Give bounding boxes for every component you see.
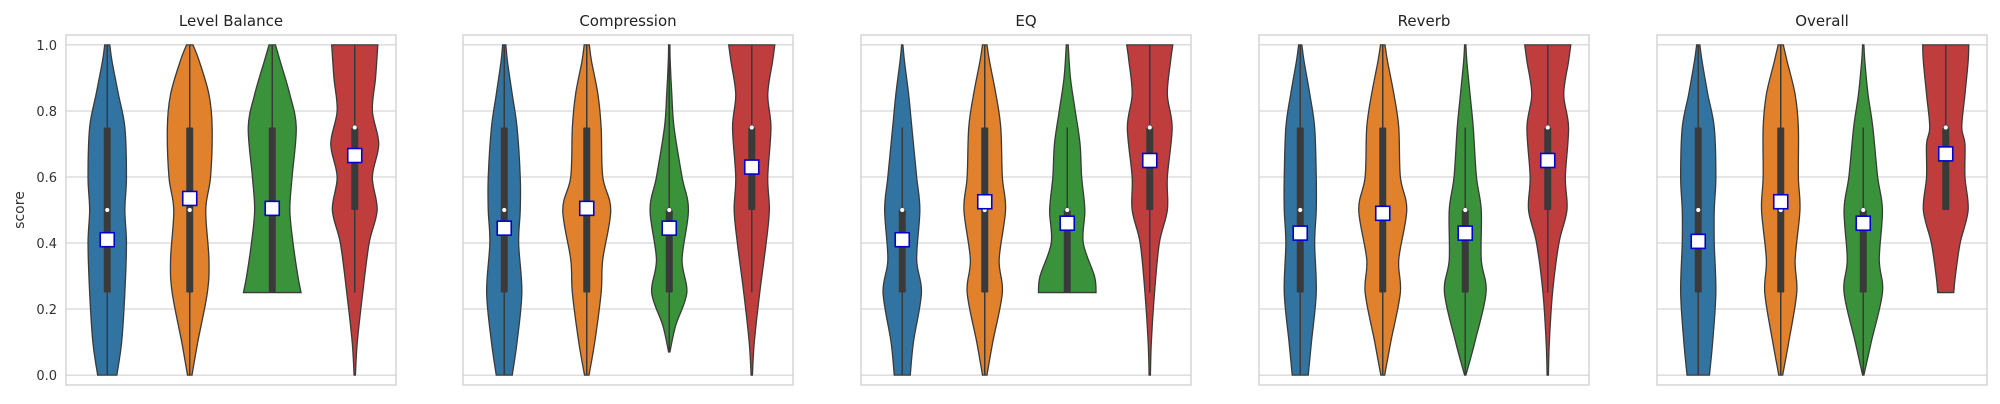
y-axis-label: score [12,191,28,229]
axes-frame [1656,34,1988,386]
mean-marker [661,220,678,236]
mean-marker [976,193,993,210]
panel-title: Overall [1795,12,1849,30]
violin-median [1695,207,1701,213]
mean-marker [894,231,911,248]
mean-marker [1457,225,1474,241]
violin-median [899,207,905,213]
mean-marker [1141,152,1158,169]
violin-median [104,207,110,213]
mean-marker [578,200,595,217]
panel-compression: Compression [462,12,794,386]
violin-median [352,124,358,131]
y-tick-label: 0.2 [36,303,57,318]
axes-frame [462,34,794,386]
violin-iqr-box [898,210,906,293]
y-tick-label: 0.8 [36,105,57,120]
panel-title: Compression [579,12,676,30]
violin-median [1297,207,1303,213]
panel-title: EQ [1015,12,1036,30]
mean-marker [1059,215,1076,232]
panel-title: Reverb [1398,12,1451,30]
violin-median [1860,207,1866,213]
y-tick-label: 0.0 [36,369,57,384]
violin-median [1943,124,1949,131]
panel-title: Level Balance [179,12,283,30]
panel-eq: EQ [860,12,1192,386]
violin-iqr-box [1461,210,1469,293]
mean-marker [1772,193,1789,210]
violin-median [1064,207,1070,213]
mean-marker [1690,233,1707,250]
y-tick-label: 1.0 [36,39,57,54]
mean-marker [346,147,363,164]
violin-median [1545,124,1551,131]
violin-median [1147,124,1153,131]
violin-iqr-box [1146,127,1154,210]
panel-overall: Overall [1656,12,1988,386]
violin-median [1462,207,1468,213]
mean-marker [1937,146,1954,162]
y-tick-label: 0.4 [36,237,57,252]
axes-frame [1258,34,1590,386]
mean-marker [1539,152,1556,169]
violin-median [187,207,193,213]
mean-marker [496,220,513,236]
axes-frame [860,34,1192,386]
mean-marker [181,190,198,207]
mean-marker [264,200,281,217]
mean-marker [743,159,760,175]
mean-marker [99,231,116,248]
mean-marker [1292,225,1309,241]
violin-median [501,207,507,213]
mean-marker [1374,205,1391,222]
violin-median [749,124,755,131]
panel-level-balance: 0.0 0.2 0.4 0.6 0.8 1.0 Level Balance [36,12,397,386]
violin-median [666,207,672,213]
y-tick-label: 0.6 [36,171,57,186]
violin-iqr-box [1942,127,1950,210]
violin-iqr-box [351,127,359,210]
violin-iqr-box [1544,127,1552,210]
mean-marker [1855,215,1872,232]
panel-reverb: Reverb [1258,12,1590,386]
axes-frame [65,34,397,386]
